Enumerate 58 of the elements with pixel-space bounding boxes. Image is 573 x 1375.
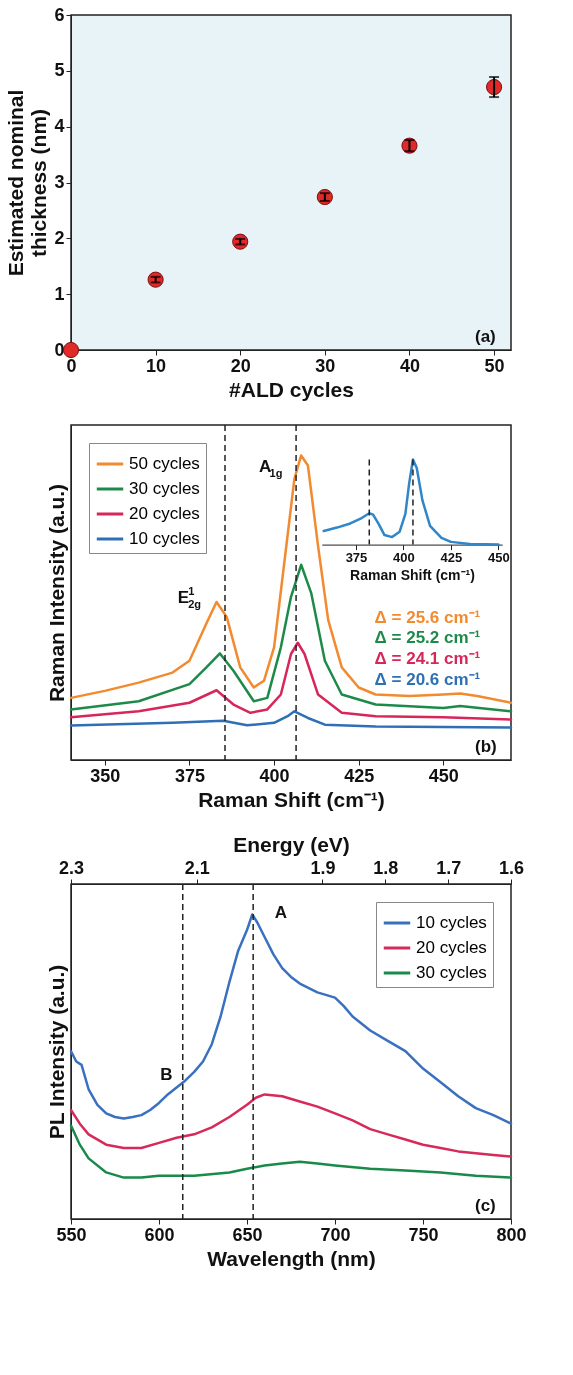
legend-label: 10 cycles — [416, 913, 487, 932]
x-tick-label: 750 — [408, 1224, 439, 1245]
x-tick-label: 400 — [259, 765, 290, 786]
x-tick-label: 700 — [320, 1224, 351, 1245]
x-tick-label: 375 — [174, 765, 205, 786]
y-axis-title: Estimated nominal thickness (nm) — [4, 89, 51, 277]
legend-label: 30 cycles — [416, 963, 487, 982]
x2-axis-title: Energy (eV) — [233, 832, 350, 856]
annotation: B — [160, 1064, 173, 1084]
legend-label: 20 cycles — [416, 938, 487, 957]
y-tick-label: 2 — [54, 227, 65, 248]
legend-label: 20 cycles — [129, 504, 200, 523]
legend-label: 30 cycles — [129, 479, 200, 498]
x-tick-label: 450 — [488, 550, 510, 566]
x-tick-label: 550 — [56, 1224, 87, 1245]
point — [62, 341, 80, 359]
x-axis-title: Raman Shift (cm⁻¹) — [198, 787, 385, 811]
x-tick-label: 375 — [345, 550, 368, 566]
x-tick-label: 50 — [484, 355, 505, 376]
annotation: Δ = 25.6 cm⁻¹ — [374, 607, 481, 627]
annotation: Δ = 20.6 cm⁻¹ — [374, 669, 481, 689]
y-axis-title: PL Intensity (a.u.) — [44, 964, 68, 1140]
annotation: Δ = 25.2 cm⁻¹ — [374, 628, 481, 648]
x-tick-label: 425 — [344, 765, 375, 786]
annotation: (c) — [474, 1195, 496, 1215]
x2-tick-label: 1.8 — [373, 857, 399, 878]
x-tick-label: 450 — [428, 765, 459, 786]
y-tick-label: 0 — [54, 339, 65, 360]
x-tick-label: 400 — [393, 550, 415, 566]
annotation: Δ = 24.1 cm⁻¹ — [374, 649, 481, 669]
y-axis-title: Raman Intensity (a.u.) — [44, 483, 68, 703]
x-tick-label: 800 — [496, 1224, 527, 1245]
legend-label: 10 cycles — [129, 529, 200, 548]
x-axis-title: Wavelength (nm) — [207, 1246, 376, 1270]
annotation: (b) — [474, 736, 497, 756]
y-tick-label: 1 — [54, 283, 65, 304]
x-tick-label: 600 — [144, 1224, 175, 1245]
annotation: (a) — [474, 326, 496, 346]
legend-label: 50 cycles — [129, 454, 200, 473]
y-tick-label: 4 — [54, 116, 65, 137]
x2-tick-label: 1.7 — [436, 857, 462, 878]
x-tick-label: 10 — [146, 355, 167, 376]
x2-tick-label: 2.1 — [184, 857, 210, 878]
y-tick-label: 3 — [54, 172, 65, 192]
x-tick-label: 40 — [399, 355, 420, 376]
x2-tick-label: 2.3 — [58, 857, 85, 878]
y-tick-label: 5 — [54, 60, 65, 81]
y-tick-label: 6 — [54, 4, 65, 25]
x2-tick-label: 1.9 — [310, 857, 336, 878]
x-axis-title: #ALD cycles — [229, 377, 354, 401]
x-tick-label: 425 — [440, 550, 463, 566]
x2-tick-label: 1.6 — [498, 857, 525, 878]
annotation: A — [274, 902, 288, 922]
x-tick-label: 350 — [90, 765, 121, 786]
x-axis-title: Raman Shift (cm⁻¹) — [350, 567, 475, 584]
x-tick-label: 30 — [315, 355, 336, 376]
x-tick-label: 650 — [232, 1224, 263, 1245]
x-tick-label: 20 — [230, 355, 251, 376]
